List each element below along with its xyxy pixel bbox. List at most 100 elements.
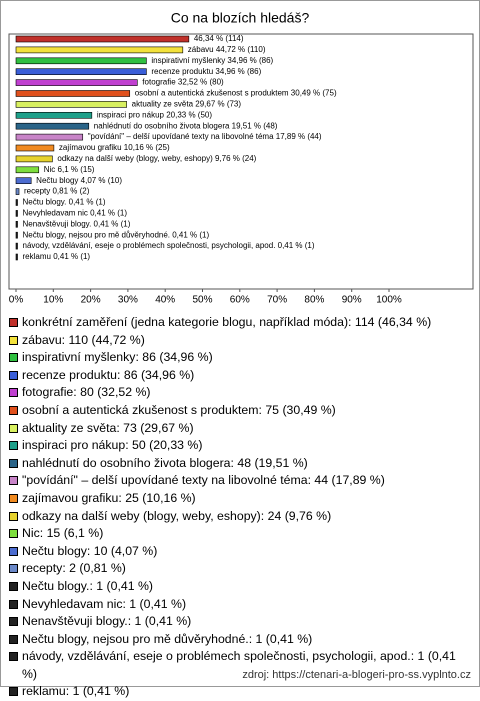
legend-swatch [9,687,18,697]
legend-item: osobní a autentická zkušenost s produkte… [9,402,471,420]
legend-label: Nic: 15 (6,1 %) [22,526,104,541]
legend-item: fotografie: 80 (32,52 %) [9,384,471,402]
data-label: inspiraci pro nákup 20,33 % (50) [97,110,213,119]
legend-swatch [9,652,18,662]
x-tick-label: 50% [192,295,212,306]
x-tick-label: 10% [43,295,63,306]
legend-swatch [9,458,18,468]
bar [15,166,40,174]
legend-label: aktuality ze světa: 73 (29,67 %) [22,420,194,435]
legend-label: zajímavou grafiku: 25 (10,16 %) [22,490,196,505]
data-label: fotografie 32,52 % (80) [142,78,224,87]
data-label: Nic 6,1 % (15) [44,165,95,174]
legend-swatch [9,599,18,609]
legend-item: inspirativní myšlenky: 86 (34,96 %) [9,349,471,367]
legend-label: Nečtu blogy, nejsou pro mě důvěryhodné.:… [22,631,313,646]
legend-item: Nevyhledavam nic: 1 (0,41 %) [9,596,471,614]
data-label: Nečtu blogy 4,07 % (10) [36,176,122,185]
x-tick-label: 60% [230,295,250,306]
legend-item: Nenavštěvuji blogy.: 1 (0,41 %) [9,613,471,631]
legend-swatch [9,441,18,451]
bar [15,112,93,119]
legend-swatch [9,581,18,591]
legend-label: fotografie: 80 (32,52 %) [22,385,151,400]
source: zdroj: https://ctenari-a-blogeri-pro-ss.… [242,669,471,681]
chart-title: Co na blozích hledáš? [171,10,310,26]
bar [15,253,18,261]
legend-label: Nečtu blogy.: 1 (0,41 %) [22,578,154,593]
legend-label: recenze produktu: 86 (34,96 %) [22,367,195,382]
legend-swatch [9,617,18,627]
legend-item: Nečtu blogy, nejsou pro mě důvěryhodné.:… [9,631,471,649]
legend-label: odkazy na další weby (blogy, weby, eshop… [22,508,332,523]
bar [15,46,184,54]
legend-label: reklamu: 1 (0,41 %) [22,684,130,699]
legend-item: inspiraci pro nákup: 50 (20,33 %) [9,437,471,455]
data-label: Nenavštěvuji blogy. 0,41 % (1) [23,219,131,228]
legend-item: zábavu: 110 (44,72 %) [9,332,471,350]
data-label: "povídání" – delší upovídané texty na li… [88,132,322,141]
data-label: Nečtu blogy, nejsou pro mě důvěryhodné. … [23,230,210,239]
x-tick-label: 40% [155,295,175,306]
bar [15,155,53,163]
bar [15,57,147,65]
legend-label: Nečtu blogy: 10 (4,07 %) [22,543,158,558]
legend-swatch [9,318,18,327]
data-label: inspirativní myšlenky 34,96 % (86) [151,56,273,65]
bar [15,221,18,228]
legend-item: reklamu: 1 (0,41 %) [9,683,471,701]
bar [15,133,84,141]
legend-swatch [9,476,18,486]
x-tick-label: 30% [118,295,138,306]
data-label: Nečtu blogy. 0,41 % (1) [23,198,106,207]
data-label: recenze produktu 34,96 % (86) [151,67,261,76]
bar [15,122,90,130]
legend-label: recepty: 2 (0,81 %) [22,561,126,576]
bar [15,101,127,108]
bar [15,210,18,217]
data-label: recepty 0,81 % (2) [24,187,90,196]
legend-swatch [9,546,18,556]
data-label: odkazy na další weby (blogy, weby, eshop… [57,154,256,163]
bar [15,35,190,43]
x-tick-label: 90% [342,295,362,306]
x-tick-label: 20% [81,295,101,306]
legend-item: odkazy na další weby (blogy, weby, eshop… [9,508,471,526]
legend-swatch [9,423,18,433]
legend-label: osobní a autentická zkušenost s produkte… [22,402,336,417]
legend-swatch [9,634,18,644]
legend-label: zábavu: 110 (44,72 %) [22,332,145,347]
bar [15,199,18,206]
legend-item: zajímavou grafiku: 25 (10,16 %) [9,490,471,508]
bar [15,188,20,195]
data-label: návody, vzdělávání, eseje o problémech s… [23,241,315,250]
legend-item: Nic: 15 (6,1 %) [9,525,471,543]
bar [15,231,18,239]
legend-item: recepty: 2 (0,81 %) [9,560,471,578]
legend-item: aktuality ze světa: 73 (29,67 %) [9,420,471,438]
legend-item: "povídání" – delší upovídané texty na li… [9,472,471,490]
data-label: nahlédnutí do osobního života blogera 19… [94,121,278,130]
legend-item: recenze produktu: 86 (34,96 %) [9,367,471,385]
bar [15,68,147,75]
data-label: Nevyhledavam nic 0,41 % (1) [23,209,128,218]
data-label: zábavu 44,72 % (110) [188,45,266,54]
legend-swatch [9,335,18,345]
x-tick-label: 100% [376,295,402,306]
legend-swatch [9,511,18,521]
legend-swatch [9,353,18,363]
legend-swatch [9,493,18,503]
legend-item: návody, vzdělávání, eseje o problémech s… [9,648,471,683]
x-tick-label: 0% [9,295,24,306]
legend-item: Nečtu blogy: 10 (4,07 %) [9,543,471,561]
data-label: zajímavou grafiku 10,16 % (25) [59,143,170,152]
bar [15,177,32,184]
plot-frame [8,33,474,290]
legend-label: nahlédnutí do osobního života blogera: 4… [22,455,308,470]
legend-swatch [9,388,18,398]
legend-item: konkrétní zaměření (jedna kategorie blog… [9,314,471,332]
legend-label: inspiraci pro nákup: 50 (20,33 %) [22,438,203,453]
legend-label: Nenavštěvuji blogy.: 1 (0,41 %) [22,614,192,629]
data-label: osobní a autentická zkušenost s produkte… [135,89,337,98]
